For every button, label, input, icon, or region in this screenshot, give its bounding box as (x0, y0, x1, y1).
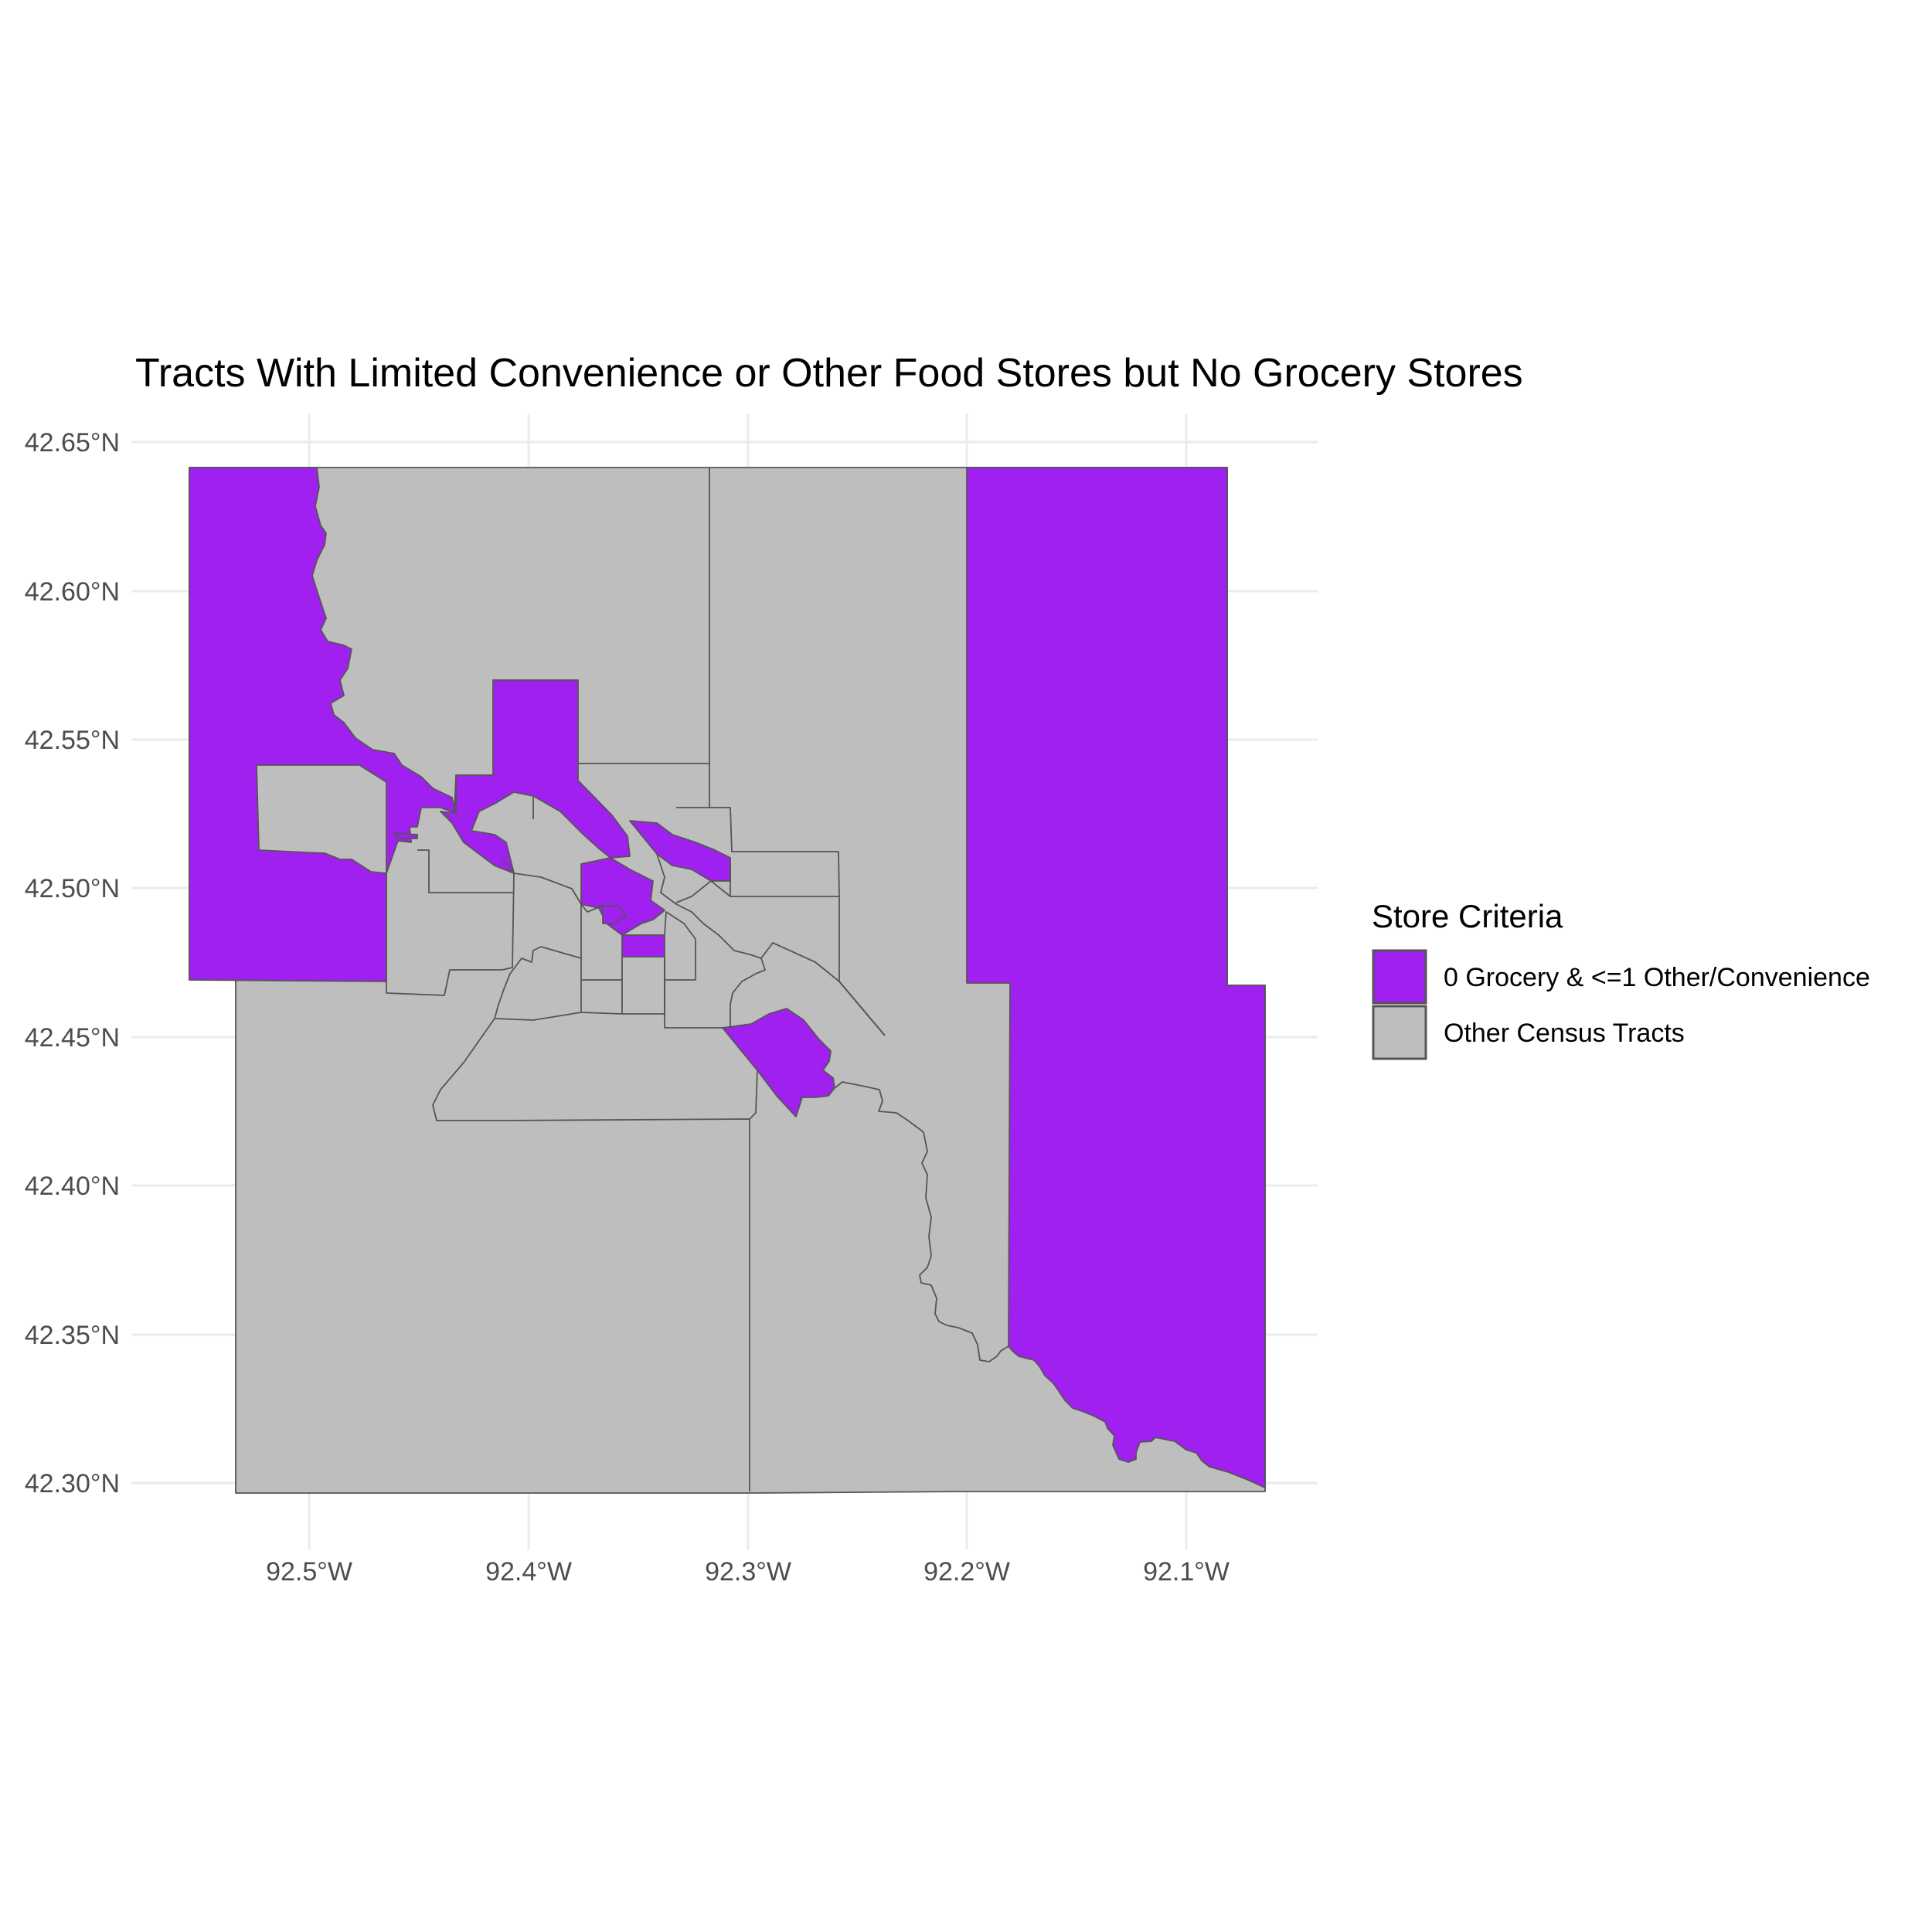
tract-boundaries (386, 468, 1009, 1492)
tract-purple-central-small (602, 905, 627, 924)
x-tick-label: 92.5°W (266, 1557, 352, 1587)
x-tick-label: 92.1°W (1143, 1557, 1230, 1587)
y-tick-label: 42.60°N (25, 577, 120, 607)
y-tick-label: 42.40°N (25, 1172, 120, 1201)
y-tick-label: 42.30°N (25, 1469, 120, 1498)
legend-swatch-purple (1372, 949, 1427, 1005)
y-axis: 42.65°N 42.60°N 42.55°N 42.50°N 42.45°N … (25, 428, 120, 1498)
legend-label: 0 Grocery & <=1 Other/Convenience (1444, 963, 1870, 992)
y-tick-label: 42.35°N (25, 1321, 120, 1350)
x-axis: 92.5°W 92.4°W 92.3°W 92.2°W 92.1°W (266, 1557, 1230, 1587)
tract-purple-nw (189, 467, 457, 982)
tract-gray-nw-inset (256, 764, 387, 874)
tract-purple-east (966, 467, 1266, 1488)
x-tick-label: 92.2°W (923, 1557, 1010, 1587)
x-tick-label: 92.4°W (485, 1557, 572, 1587)
legend-title: Store Criteria (1372, 898, 1563, 934)
x-tick-label: 92.3°W (705, 1557, 791, 1587)
tract-purple-square (621, 934, 665, 957)
y-tick-label: 42.65°N (25, 428, 120, 457)
tract-purple-south (722, 1008, 835, 1117)
y-tick-label: 42.50°N (25, 874, 120, 903)
legend: Store Criteria 0 Grocery & <=1 Other/Con… (1372, 898, 1870, 1060)
tract-purple-central (580, 857, 665, 936)
legend-label: Other Census Tracts (1444, 1019, 1685, 1048)
legend-swatch-gray (1372, 1005, 1427, 1060)
census-tracts (189, 467, 1266, 1494)
chart-title: Tracts With Limited Convenience or Other… (135, 351, 1523, 396)
y-tick-label: 42.55°N (25, 726, 120, 755)
tract-purple-north-central (440, 679, 631, 874)
y-tick-label: 42.45°N (25, 1023, 120, 1053)
tract-purple-west-bits (393, 832, 418, 839)
